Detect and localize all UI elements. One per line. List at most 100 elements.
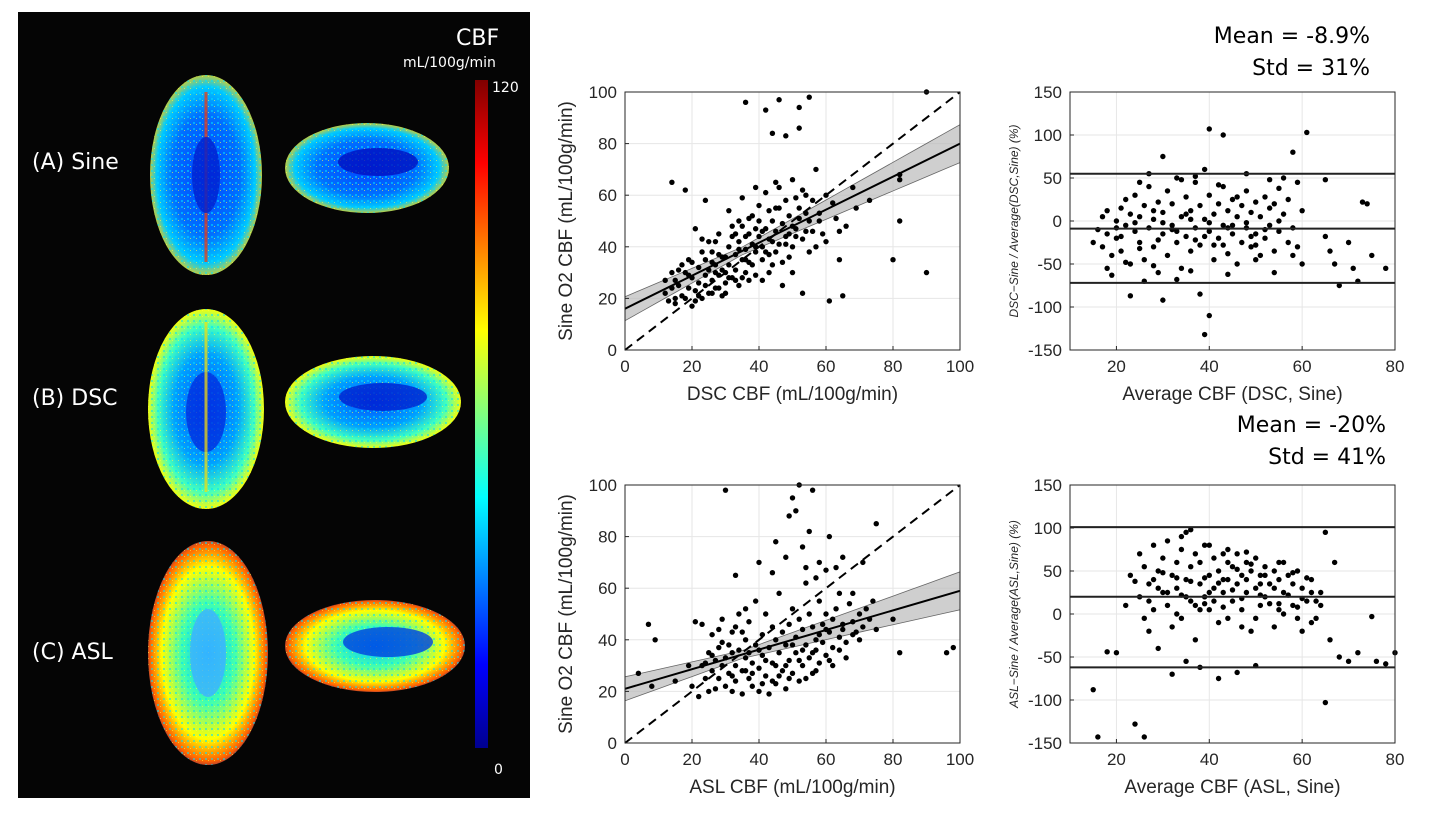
- data-point: [840, 626, 846, 633]
- regression-line: [624, 589, 961, 690]
- data-point: [706, 688, 712, 695]
- data-point: [816, 559, 822, 566]
- data-point: [783, 133, 789, 139]
- data-point: [1201, 542, 1208, 548]
- data-point: [1174, 228, 1180, 235]
- data-point: [736, 611, 742, 617]
- data-point: [672, 295, 678, 302]
- x-tick-label: 0: [620, 750, 629, 769]
- data-point: [783, 662, 789, 669]
- data-point: [1220, 551, 1226, 557]
- data-point: [712, 269, 719, 276]
- data-point: [1290, 252, 1296, 259]
- data-point: [776, 184, 782, 191]
- data-point: [729, 650, 735, 656]
- data-point: [1178, 533, 1185, 540]
- data-point: [1113, 235, 1120, 241]
- data-point: [692, 298, 699, 304]
- data-point: [1206, 607, 1212, 613]
- data-point: [1220, 589, 1226, 596]
- data-point: [696, 264, 702, 271]
- data-point: [702, 272, 709, 278]
- data-point: [1322, 233, 1329, 240]
- data-point: [1206, 220, 1212, 226]
- data-point: [806, 655, 812, 661]
- bland-altman-asl-sine: 20 40 60 80 -150 -100 -50 0 50 100 150 Average CBF …: [1007, 476, 1404, 798]
- data-point: [786, 254, 792, 260]
- data-point: [1160, 209, 1166, 216]
- data-point: [826, 533, 833, 540]
- data-point: [722, 280, 729, 286]
- data-point: [1294, 604, 1301, 610]
- x-tick-label: 20: [1107, 750, 1126, 769]
- data-point: [1345, 239, 1352, 246]
- data-point: [799, 236, 806, 242]
- data-point: [1123, 196, 1129, 203]
- data-point: [1294, 615, 1301, 621]
- data-point: [706, 238, 712, 245]
- data-point: [1220, 222, 1226, 228]
- data-point: [722, 487, 729, 493]
- data-point: [1276, 607, 1282, 613]
- data-point: [779, 629, 786, 635]
- data-point: [742, 257, 749, 263]
- data-point: [1220, 242, 1226, 248]
- data-point: [1359, 199, 1366, 205]
- data-point: [756, 559, 762, 566]
- data-point: [823, 567, 829, 573]
- colorbar: [475, 80, 488, 748]
- data-point: [1141, 564, 1147, 570]
- data-point: [789, 606, 796, 612]
- data-point: [1299, 628, 1305, 634]
- data-point: [1229, 564, 1236, 570]
- data-point: [846, 600, 853, 607]
- data-point: [809, 624, 816, 630]
- data-point: [1276, 600, 1282, 607]
- data-point: [1192, 173, 1199, 179]
- data-point: [819, 231, 826, 237]
- data-point: [732, 662, 739, 669]
- identity-line: [624, 91, 961, 351]
- y-tick-label: 60: [598, 186, 617, 205]
- data-point: [1192, 637, 1199, 643]
- data-point: [836, 228, 843, 235]
- data-point: [1164, 602, 1171, 609]
- data-point: [1201, 166, 1208, 173]
- data-point: [1169, 671, 1175, 677]
- x-tick-label: 20: [1107, 357, 1126, 376]
- data-point: [1229, 196, 1236, 203]
- colorbar-title: CBF: [456, 26, 500, 51]
- regression-line: [624, 142, 961, 310]
- data-point: [1160, 153, 1166, 160]
- data-point: [873, 521, 879, 527]
- data-point: [786, 231, 792, 237]
- data-point: [1257, 214, 1264, 220]
- y-tick-label: 50: [1043, 562, 1062, 581]
- data-point: [746, 215, 752, 222]
- data-point: [1206, 589, 1212, 596]
- y-axis-label: Sine O2 CBF (mL/100g/min): [556, 101, 577, 341]
- data-point: [1141, 615, 1147, 621]
- data-point: [1127, 211, 1134, 217]
- data-point: [803, 564, 809, 571]
- brain-row-asl: [148, 541, 465, 765]
- data-point: [1127, 572, 1134, 578]
- data-point: [823, 652, 829, 658]
- data-point: [685, 257, 692, 263]
- data-point: [716, 675, 722, 682]
- colorbar-max-label: 120: [492, 80, 519, 96]
- data-point: [1118, 248, 1124, 254]
- x-tick-label: 80: [884, 750, 903, 769]
- x-tick-label: 100: [946, 750, 974, 769]
- data-point: [833, 215, 839, 222]
- data-point: [773, 179, 779, 185]
- data-point: [813, 166, 819, 173]
- data-point: [1160, 589, 1166, 596]
- data-point: [786, 675, 792, 682]
- data-point: [1178, 214, 1185, 220]
- data-point: [1266, 581, 1273, 587]
- data-point: [1248, 244, 1254, 250]
- data-point: [1160, 231, 1166, 237]
- data-point: [1197, 581, 1203, 587]
- data-point: [739, 195, 745, 201]
